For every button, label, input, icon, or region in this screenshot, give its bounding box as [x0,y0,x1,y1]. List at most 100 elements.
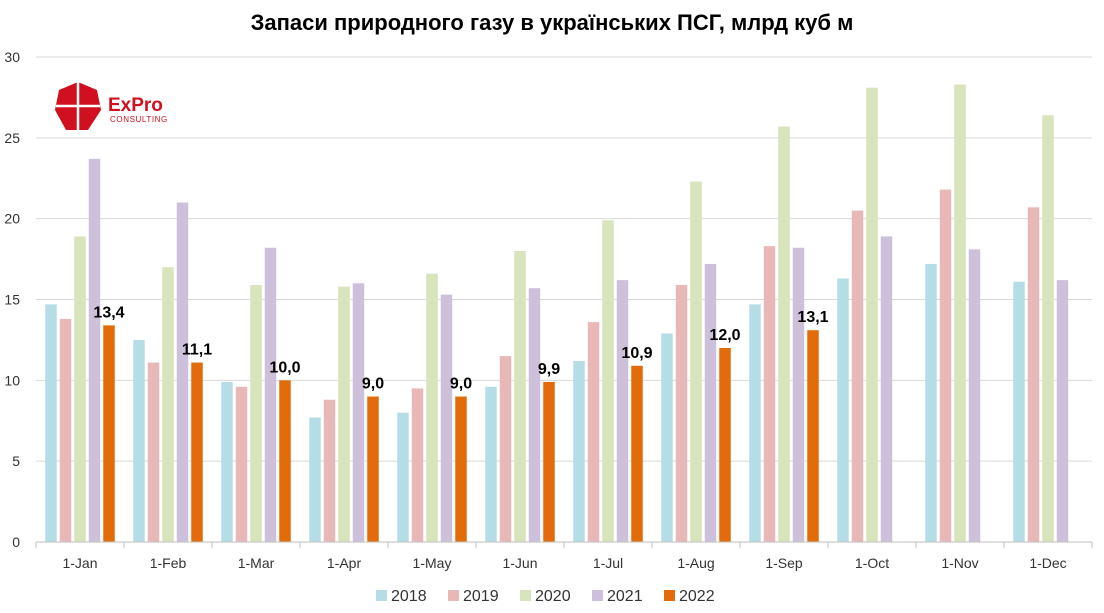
bar-2021-1-Jul [616,280,629,542]
data-label: 10,9 [621,345,652,362]
x-tick-label: 1-Mar [238,555,275,571]
bar-2021-1-Apr [352,283,365,542]
bar-2019-1-Nov [939,189,952,543]
x-tick-label: 1-Jan [62,555,97,571]
data-label: 13,4 [93,304,124,321]
legend-item-2020: 2020 [520,588,571,605]
x-tick-label: 1-Dec [1029,555,1066,571]
bar-2020-1-Apr [338,286,350,542]
bar-2021-1-Oct [880,236,893,542]
chart-title: Запаси природного газу в українських ПСГ… [251,10,854,35]
legend-label: 2020 [535,588,571,605]
y-tick-label: 10 [4,372,20,388]
bar-2019-1-Oct [851,210,864,543]
bar-2021-1-Jan [88,158,101,542]
data-label: 11,1 [182,342,212,359]
x-tick-label: 1-Sep [765,555,803,571]
y-tick-label: 20 [4,211,20,227]
bar-2018-1-Jul [573,360,585,542]
bar-2020-1-Aug [690,181,702,542]
bar-2019-1-Sep [763,246,776,542]
bar-2022-1-Jul [631,365,643,542]
logo-text: ExPro [108,95,163,116]
bar-2019-1-Jan [59,318,72,542]
bar-2021-1-Sep [792,247,805,542]
bar-2018-1-Sep [749,304,761,542]
bar-2020-1-Feb [162,267,174,542]
legend-label: 2022 [679,588,715,605]
legend-item-2019: 2019 [448,588,499,605]
bar-2018-1-Nov [925,263,937,542]
y-tick-label: 0 [12,534,20,550]
bar-2022-1-Aug [719,348,731,542]
x-tick-label: 1-Apr [327,555,362,571]
legend-item-2022: 2022 [664,588,715,605]
legend-swatch [376,590,387,601]
data-label: 9,9 [538,361,560,378]
legend-swatch [592,590,603,601]
bar-2020-1-Jan [74,236,86,542]
bar-2021-1-Aug [704,263,717,542]
bar-2019-1-Aug [675,284,688,542]
legend-swatch [448,590,459,601]
y-tick-label: 30 [4,49,20,65]
legend-item-2018: 2018 [376,588,427,605]
bar-2021-1-Dec [1056,280,1069,542]
bar-2019-1-Jul [587,322,600,542]
logo-subtext: CONSULTING [110,115,168,124]
bar-2019-1-Apr [323,399,336,542]
bar-2018-1-Feb [133,339,145,542]
y-tick-label: 25 [4,130,20,146]
bar-2021-1-Feb [176,202,189,542]
data-label: 9,0 [362,376,384,393]
bar-2018-1-Apr [309,417,321,542]
bar-2020-1-Dec [1042,115,1054,542]
bar-2020-1-Jul [602,220,614,543]
bar-2018-1-Oct [837,278,849,542]
legend-label: 2021 [607,588,643,605]
bar-2018-1-Aug [661,333,673,542]
legend-label: 2018 [391,588,427,605]
data-label: 12,0 [709,327,740,344]
bar-2022-1-Feb [191,362,203,542]
x-tick-label: 1-Nov [941,555,978,571]
bar-2021-1-Jun [528,288,541,542]
bar-2019-1-Feb [147,362,160,542]
x-tick-label: 1-Oct [855,555,889,571]
bar-2020-1-Sep [778,126,790,543]
bar-2019-1-Jun [499,356,512,542]
x-tick-label: 1-Feb [150,555,187,571]
bar-2020-1-Jun [514,251,526,542]
bar-2022-1-Jan [103,325,115,542]
bar-2019-1-Mar [235,386,248,542]
legend-swatch [664,590,675,601]
y-tick-label: 15 [4,292,20,308]
bar-2021-1-Mar [264,247,277,542]
y-tick-label: 5 [12,453,20,469]
x-tick-label: 1-Jul [593,555,623,571]
data-label: 10,0 [269,359,300,376]
data-label: 9,0 [450,376,472,393]
bar-2018-1-Mar [221,381,233,542]
legend-item-2021: 2021 [592,588,643,605]
bar-2020-1-Mar [250,284,262,542]
x-tick-label: 1-Jun [502,555,537,571]
bar-2018-1-May [397,412,409,542]
bar-2021-1-Nov [968,249,981,542]
x-tick-label: 1-May [413,555,452,571]
bar-2019-1-May [411,388,424,542]
data-label: 13,1 [797,309,828,326]
bar-2018-1-Jun [485,386,497,542]
bar-2018-1-Jan [45,304,57,542]
legend-label: 2019 [463,588,499,605]
legend-swatch [520,590,531,601]
bar-2020-1-Oct [866,87,878,542]
bar-2018-1-Dec [1013,281,1025,542]
bar-2022-1-Jun [543,381,555,542]
bar-2020-1-Nov [954,84,966,542]
bar-2022-1-May [455,396,467,542]
expro-logo: ExPro CONSULTING [55,82,168,130]
bar-2022-1-Mar [279,380,291,542]
bar-2021-1-May [440,294,453,542]
